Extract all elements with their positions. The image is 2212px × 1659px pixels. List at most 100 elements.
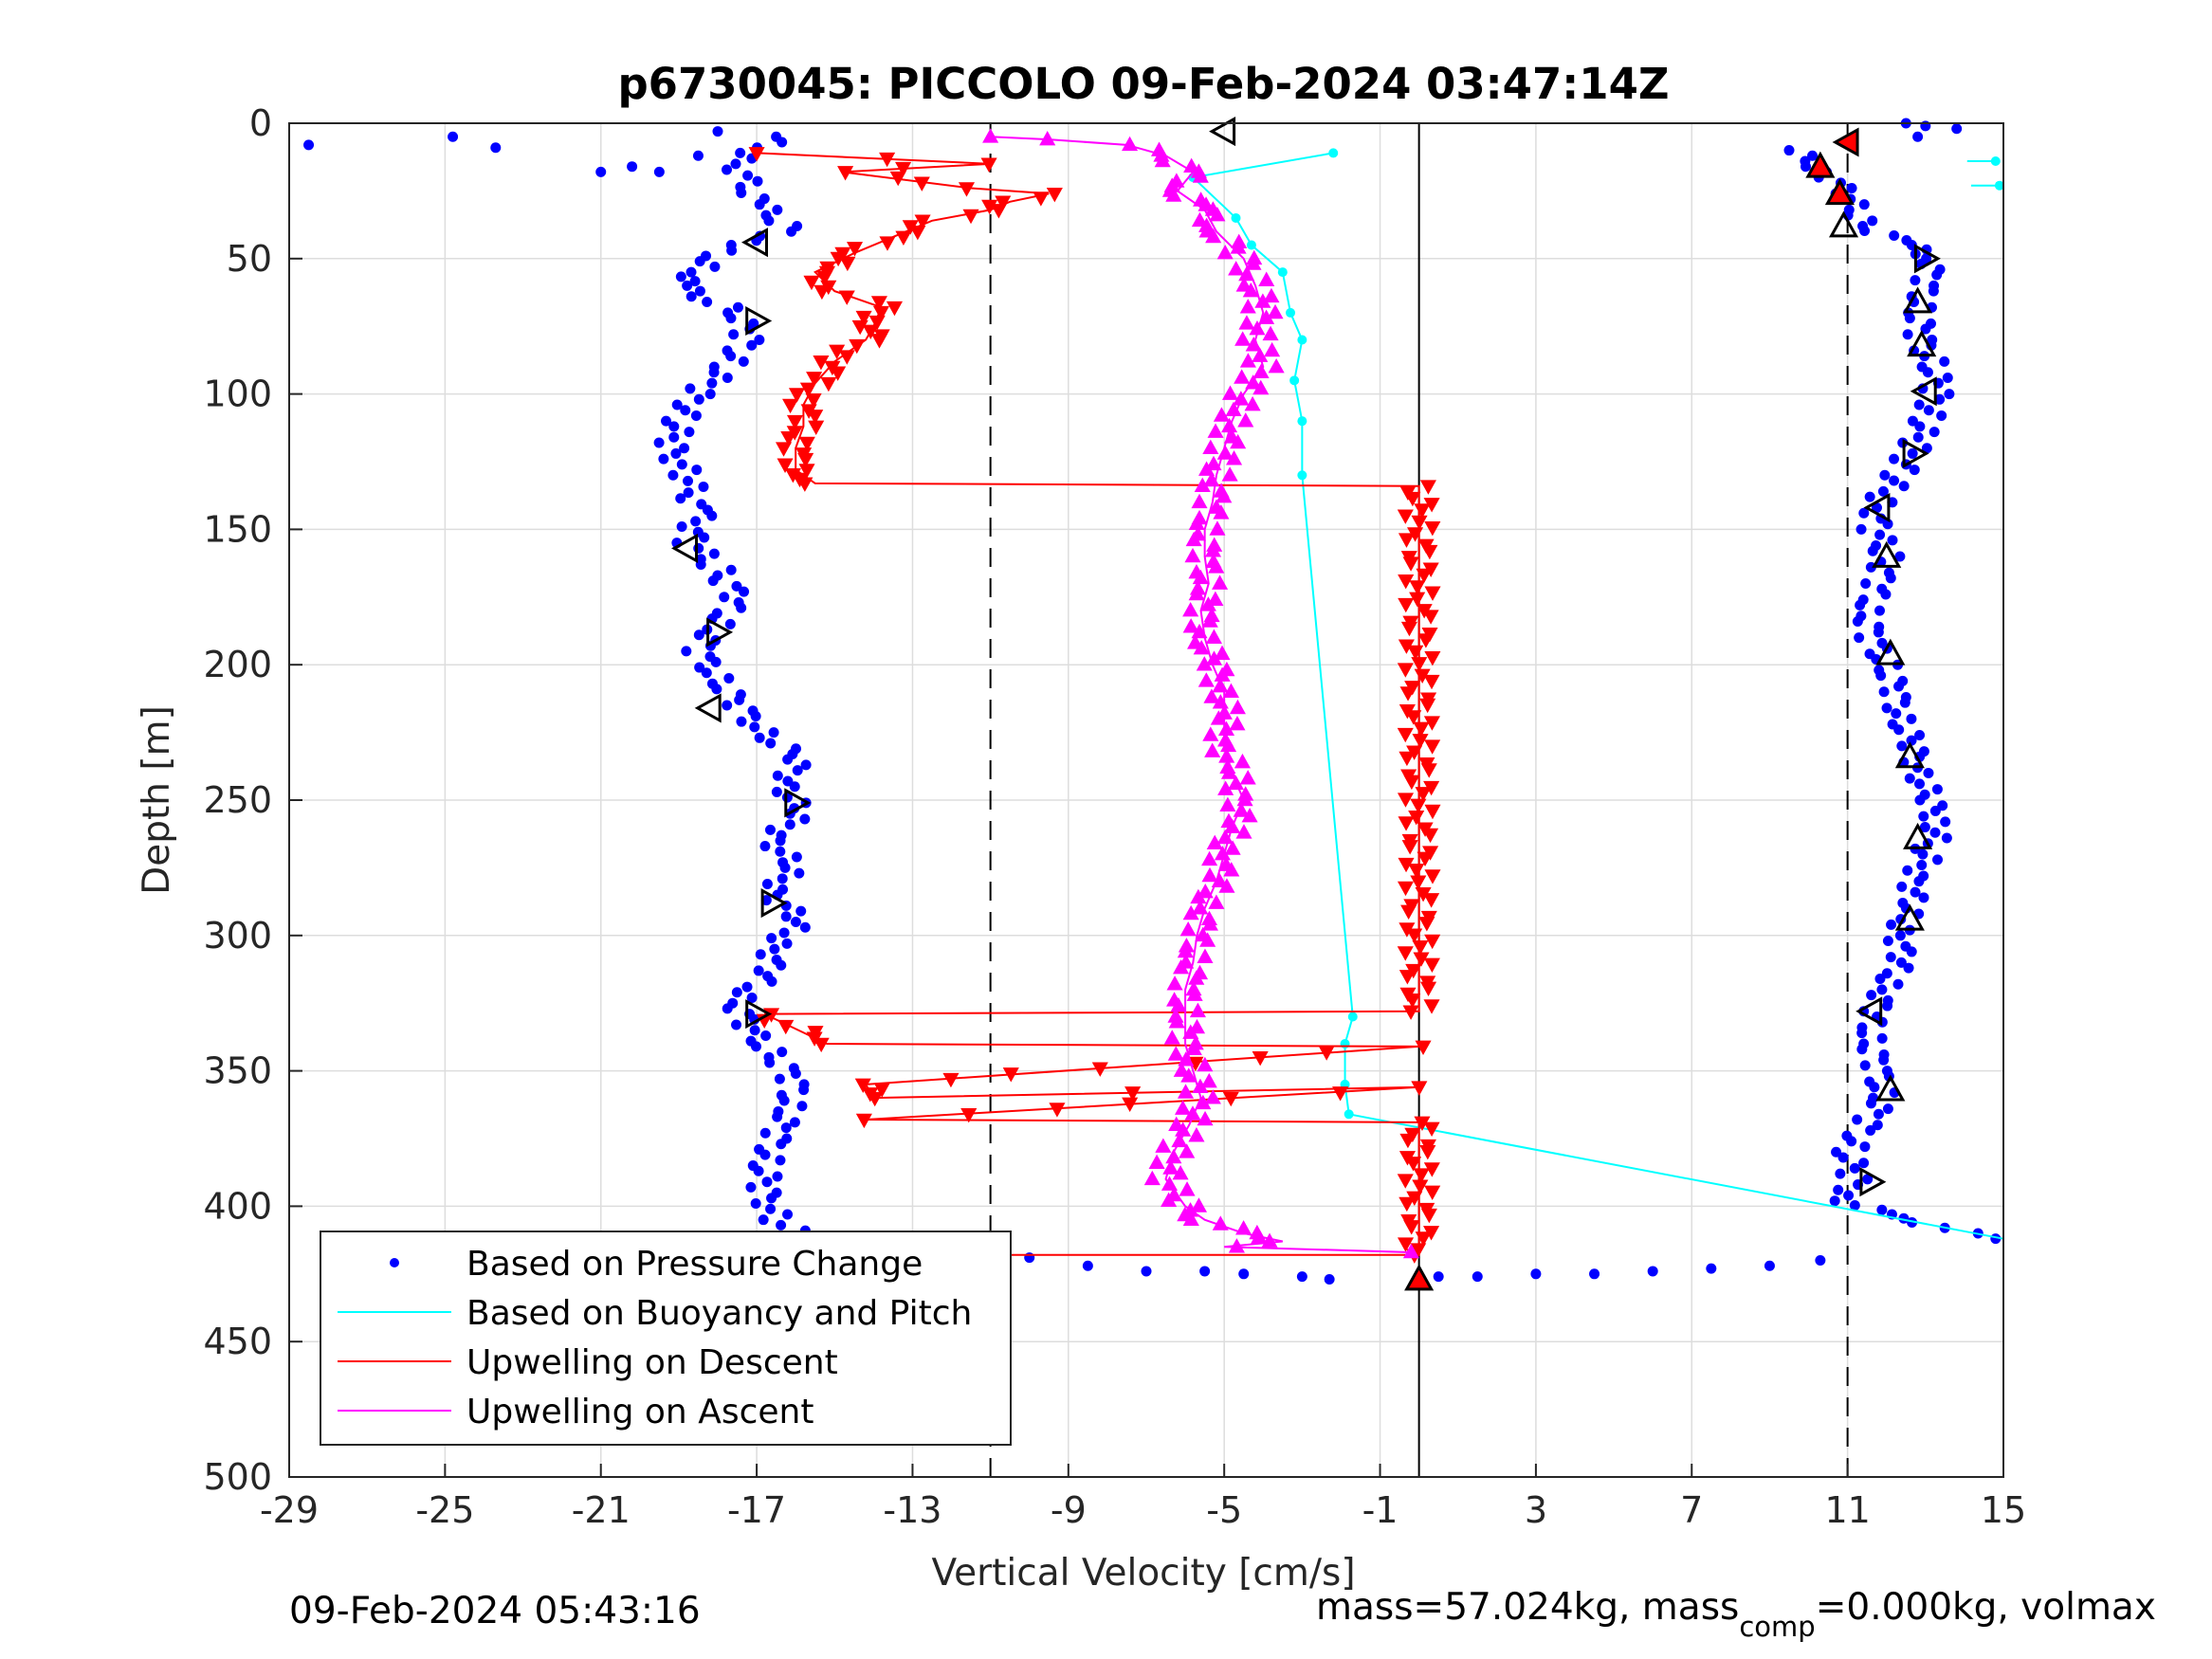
ascent-marker xyxy=(1182,618,1199,633)
pressure-point xyxy=(750,710,761,721)
x-tick-label: -9 xyxy=(1051,1489,1087,1531)
pressure-point xyxy=(1929,805,1941,816)
descent-marker xyxy=(807,410,824,425)
pressure-point xyxy=(595,166,607,177)
pressure-point xyxy=(789,781,800,793)
ascent-marker xyxy=(1201,866,1218,883)
pressure-point xyxy=(1865,1098,1876,1109)
pressure-point xyxy=(698,482,709,493)
pressure-point xyxy=(799,921,811,933)
pressure-point xyxy=(796,1101,808,1112)
descent-marker xyxy=(1408,864,1425,879)
ascent-marker xyxy=(1182,601,1199,617)
ascent-marker xyxy=(1192,168,1209,183)
pressure-point xyxy=(766,1193,777,1204)
pressure-point xyxy=(766,933,777,944)
descent-marker xyxy=(958,182,976,197)
pressure-point xyxy=(750,1198,761,1210)
pressure-point xyxy=(719,592,730,603)
buoyancy-point xyxy=(1286,307,1296,318)
ascent-marker xyxy=(1194,477,1211,493)
pressure-point xyxy=(1858,507,1870,519)
ascent-marker xyxy=(1224,818,1241,833)
pressure-point xyxy=(1939,356,1950,367)
pressure-point xyxy=(792,765,803,776)
pressure-point xyxy=(1906,946,1917,957)
pressure-point xyxy=(1885,952,1896,963)
descent-marker xyxy=(1419,1144,1436,1160)
ascent-marker xyxy=(1238,265,1255,282)
ascent-marker xyxy=(1233,391,1250,406)
ascent-marker xyxy=(1245,374,1262,390)
pressure-point xyxy=(1918,811,1929,822)
pressure-point xyxy=(1914,729,1926,740)
pressure-point xyxy=(728,329,740,340)
pressure-point xyxy=(1874,529,1886,540)
pressure-point xyxy=(1902,329,1913,340)
pressure-point xyxy=(778,1095,790,1106)
x-tick-label: 3 xyxy=(1525,1489,1547,1531)
descent-marker xyxy=(1398,970,1416,985)
descent-marker xyxy=(1411,1081,1428,1096)
pressure-point xyxy=(795,905,807,917)
pressure-point xyxy=(668,431,680,443)
y-tick-label: 400 xyxy=(203,1185,272,1227)
pressure-point xyxy=(692,150,704,161)
pressure-point xyxy=(708,548,720,559)
pressure-point xyxy=(1858,199,1870,210)
ascent-marker xyxy=(1197,1110,1214,1126)
pressure-point xyxy=(758,1214,769,1226)
buoyancy-point xyxy=(1277,267,1288,278)
pressure-point xyxy=(1856,1028,1868,1039)
pressure-point xyxy=(686,266,697,278)
pressure-point xyxy=(1914,794,1926,806)
ascent-marker xyxy=(1230,433,1247,449)
descent-marker xyxy=(1397,1174,1414,1189)
pressure-point xyxy=(676,521,687,533)
ascent-marker xyxy=(1185,531,1202,547)
pressure-point xyxy=(772,1111,783,1122)
descent-marker xyxy=(1415,1231,1432,1247)
y-tick-label: 100 xyxy=(203,374,272,415)
pressure-point xyxy=(627,161,638,173)
ascent-marker xyxy=(1230,239,1247,254)
legend-box xyxy=(320,1231,1012,1446)
ascent-marker xyxy=(1182,1024,1199,1039)
pressure-point xyxy=(775,846,786,857)
descent-marker xyxy=(1405,1157,1422,1172)
descent-marker xyxy=(799,382,816,397)
descent-marker xyxy=(839,256,856,272)
ascent-marker xyxy=(1228,261,1245,276)
pressure-point xyxy=(682,280,693,291)
pressure-point xyxy=(765,1203,777,1214)
pressure-point xyxy=(683,487,694,499)
pressure-point xyxy=(1942,372,1953,383)
descent-marker xyxy=(1398,816,1415,831)
pressure-point xyxy=(1843,1190,1855,1201)
pressure-point xyxy=(1928,285,1939,297)
x-tick-label: -5 xyxy=(1206,1489,1242,1531)
ascent-marker xyxy=(1188,970,1205,985)
pressure-point xyxy=(776,959,787,971)
profile-marker xyxy=(1209,117,1236,147)
ascent-marker xyxy=(1197,1056,1214,1072)
descent-marker xyxy=(1423,957,1440,974)
descent-marker xyxy=(1418,917,1435,932)
profile-marker xyxy=(1907,330,1937,357)
descent-marker xyxy=(816,270,833,286)
pressure-point xyxy=(1855,599,1866,611)
pressure-point xyxy=(1852,616,1863,628)
pressure-point xyxy=(1858,1158,1870,1169)
pressure-point xyxy=(1859,1141,1871,1153)
ascent-marker xyxy=(1252,379,1270,395)
pressure-point xyxy=(731,987,742,998)
pressure-point xyxy=(702,296,713,307)
pressure-point xyxy=(706,377,718,389)
buoyancy-point xyxy=(1297,335,1307,345)
descent-marker xyxy=(1423,1121,1440,1138)
x-tick-label: -1 xyxy=(1362,1489,1398,1531)
descent-marker xyxy=(1318,1046,1335,1061)
pressure-point xyxy=(1852,1114,1863,1125)
pressure-point xyxy=(694,662,705,673)
pressure-point xyxy=(779,862,791,873)
